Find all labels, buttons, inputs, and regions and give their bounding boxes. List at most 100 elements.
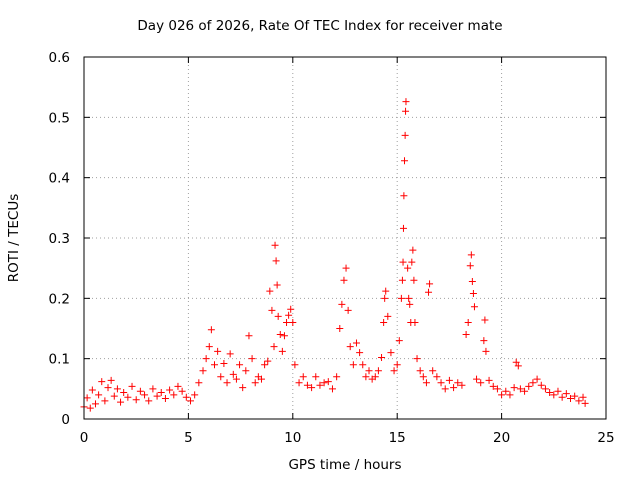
data-point — [136, 387, 144, 395]
data-point — [516, 385, 524, 393]
data-point — [98, 378, 106, 386]
data-point — [512, 358, 520, 366]
data-point — [378, 353, 386, 361]
data-point — [402, 107, 410, 115]
data-point — [482, 347, 490, 355]
data-point — [390, 367, 398, 375]
data-point — [285, 311, 293, 319]
data-point — [217, 373, 225, 381]
data-point — [550, 391, 558, 399]
data-point — [344, 306, 352, 314]
data-point — [245, 332, 253, 340]
data-point — [525, 382, 533, 390]
data-point — [251, 379, 259, 387]
y-tick-label: 0.4 — [49, 171, 70, 187]
data-point — [406, 300, 414, 308]
data-point — [579, 393, 587, 401]
data-point — [346, 343, 354, 351]
data-point — [295, 379, 303, 387]
data-point — [170, 391, 178, 399]
data-point — [191, 391, 199, 399]
data-point — [110, 392, 118, 400]
data-point — [362, 373, 370, 381]
data-point — [408, 258, 416, 266]
data-point — [489, 382, 497, 390]
data-point — [352, 339, 360, 347]
chart-title: Day 026 of 2026, Rate Of TEC Index for r… — [137, 18, 503, 34]
data-point — [571, 392, 579, 400]
data-point — [270, 343, 278, 351]
data-point — [291, 361, 299, 369]
data-point — [433, 373, 441, 381]
data-point — [242, 367, 250, 375]
data-point — [226, 350, 234, 358]
data-point — [416, 367, 424, 375]
data-point — [278, 347, 286, 355]
data-point — [426, 280, 434, 288]
data-point — [401, 131, 409, 139]
data-point — [371, 373, 379, 381]
data-point — [220, 359, 228, 367]
data-point — [248, 355, 256, 363]
data-point — [402, 98, 410, 106]
data-point — [529, 379, 537, 387]
data-point — [485, 376, 493, 384]
data-point — [161, 394, 169, 402]
data-point — [537, 381, 545, 389]
data-point — [223, 379, 231, 387]
data-point — [409, 246, 417, 254]
data-point — [567, 394, 575, 402]
data-point — [425, 288, 433, 296]
data-point — [493, 385, 501, 393]
data-point — [404, 264, 412, 272]
data-point — [113, 385, 121, 393]
x-tick-label: 5 — [184, 430, 193, 446]
data-point — [562, 390, 570, 398]
x-tick-label: 0 — [80, 430, 89, 446]
data-point — [405, 294, 413, 302]
data-point — [462, 331, 470, 339]
data-point — [312, 373, 320, 381]
data-point — [454, 379, 462, 387]
data-point — [166, 386, 174, 394]
data-point — [395, 337, 403, 345]
data-point — [422, 379, 430, 387]
data-point — [554, 387, 562, 395]
data-point — [207, 326, 215, 334]
data-point — [174, 382, 182, 390]
data-point — [178, 387, 186, 395]
data-point — [132, 396, 140, 404]
data-point — [398, 276, 406, 284]
data-point — [333, 373, 341, 381]
data-point — [211, 361, 218, 369]
data-point — [266, 287, 274, 295]
data-point — [153, 392, 161, 400]
y-tick-label: 0.3 — [49, 231, 70, 247]
data-point — [387, 349, 395, 357]
data-point — [546, 388, 554, 396]
y-tick-label: 0.1 — [49, 352, 70, 368]
data-point — [202, 355, 210, 363]
data-point — [239, 384, 247, 392]
data-point — [88, 386, 96, 394]
data-point — [397, 294, 405, 302]
data-point — [401, 157, 409, 165]
data-point — [195, 379, 203, 387]
data-point — [83, 394, 91, 402]
data-point — [186, 397, 194, 405]
x-tick-label: 10 — [284, 430, 301, 446]
data-point — [274, 312, 282, 320]
data-point — [287, 305, 295, 313]
data-point — [399, 258, 407, 266]
data-point — [128, 382, 136, 390]
y-tick-label: 0.2 — [49, 291, 70, 307]
data-point — [261, 361, 269, 369]
data-point — [380, 318, 388, 326]
data-point — [149, 385, 157, 393]
data-point — [399, 224, 407, 232]
data-point — [411, 318, 419, 326]
data-point — [359, 361, 367, 369]
data-point — [506, 391, 514, 399]
